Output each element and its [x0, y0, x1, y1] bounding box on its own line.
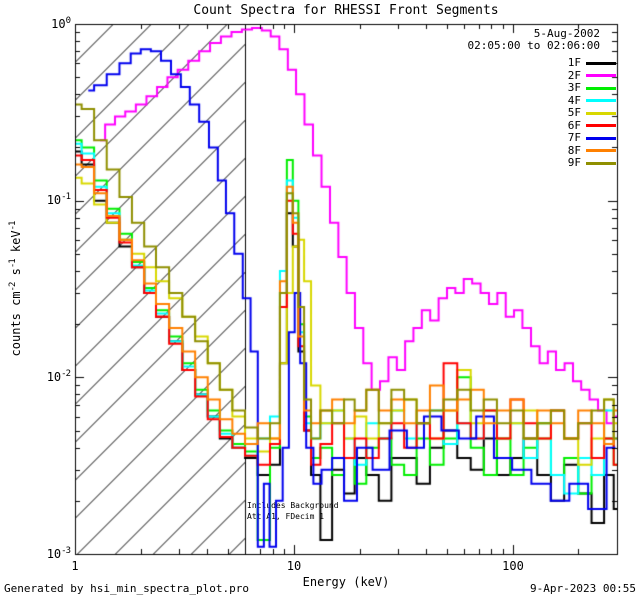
- legend-item-6f: 6F: [567, 118, 616, 133]
- legend-label: 4F: [567, 93, 581, 107]
- legend-item-7f: 7F: [568, 132, 616, 145]
- legend-item-4f: 4F: [567, 93, 616, 108]
- legend-item-1f: 1F: [568, 57, 616, 70]
- legend-label: 2F: [567, 68, 581, 82]
- legend-label: 9F: [567, 156, 581, 170]
- legend-item-2f: 2F: [567, 68, 616, 83]
- legend-item-8f: 8F: [567, 143, 616, 158]
- legend-label: 5F: [567, 106, 581, 120]
- legend-label: 3F: [567, 81, 581, 95]
- legend-line-swatch: [586, 161, 616, 165]
- legend-line-swatch: [586, 124, 616, 128]
- legend: 1F 2F 3F 4F 5F 6F 7F 8F: [568, 57, 616, 170]
- legend-line-swatch: [586, 74, 616, 78]
- legend-item-3f: 3F: [568, 82, 616, 95]
- legend-label: 6F: [567, 118, 581, 132]
- legend-label: 8F: [567, 143, 581, 157]
- legend-label: 7F: [567, 131, 581, 145]
- legend-line-swatch: [586, 61, 616, 65]
- legend-item-5f: 5F: [568, 107, 616, 120]
- legend-line-swatch: [586, 149, 616, 153]
- legend-line-swatch: [586, 86, 616, 90]
- legend-line-swatch: [586, 111, 616, 115]
- legend-line-swatch: [586, 99, 616, 103]
- legend-line-swatch: [586, 136, 616, 140]
- legend-item-9f: 9F: [568, 157, 616, 170]
- legend-label: 1F: [567, 56, 581, 70]
